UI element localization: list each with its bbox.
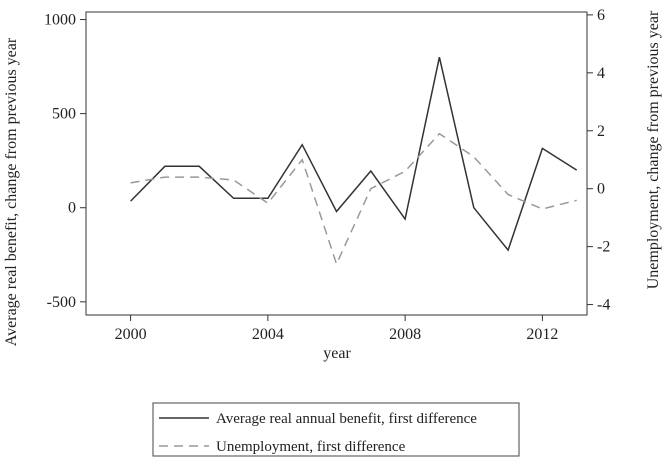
y-left-tick-label: 1000 bbox=[44, 12, 76, 29]
unemployment-point-2001 bbox=[163, 175, 167, 179]
benefit-point-2012 bbox=[540, 146, 544, 150]
y-left-tick-label: 500 bbox=[52, 106, 76, 123]
unemployment-point-2003 bbox=[232, 178, 236, 182]
legend-label-unemployment: Unemployment, first difference bbox=[216, 439, 406, 455]
benefit-point-2006 bbox=[335, 209, 339, 213]
y-left-tick-label: -500 bbox=[47, 294, 76, 311]
plot-frame bbox=[85, 11, 588, 316]
unemployment-point-2009 bbox=[437, 132, 441, 136]
unemployment-point-2011 bbox=[506, 192, 510, 196]
y-right-tick-label: -4 bbox=[597, 297, 610, 314]
benefit-point-2003 bbox=[232, 196, 236, 200]
legend: Average real annual benefit, first diffe… bbox=[152, 402, 520, 457]
x-tick-label: 2000 bbox=[115, 326, 147, 343]
unemployment-point-2013 bbox=[575, 198, 579, 202]
series-line-benefit bbox=[130, 57, 578, 252]
unemployment-point-2004 bbox=[266, 201, 270, 205]
y-right-tick-label: 0 bbox=[597, 181, 605, 198]
legend-box bbox=[152, 402, 520, 457]
legend-label-benefit: Average real annual benefit, first diffe… bbox=[216, 411, 477, 427]
y-left-tick-label: 0 bbox=[68, 200, 76, 217]
y-right-tick-label: 6 bbox=[597, 7, 605, 24]
benefit-point-2009 bbox=[437, 55, 441, 59]
benefit-point-2011 bbox=[506, 248, 510, 252]
y-right-tick-label: 2 bbox=[597, 123, 605, 140]
benefit-point-2008 bbox=[403, 217, 407, 221]
unemployment-point-2006 bbox=[335, 262, 339, 266]
x-axis-title: year bbox=[323, 345, 351, 362]
unemployment-point-2010 bbox=[472, 155, 476, 159]
benefit-point-2007 bbox=[369, 169, 373, 173]
benefit-point-2002 bbox=[197, 164, 201, 168]
x-tick-label: 2004 bbox=[252, 326, 284, 343]
unemployment-point-2000 bbox=[129, 181, 133, 185]
unemployment-point-2002 bbox=[197, 175, 201, 179]
y-axis-right-title: Unemployment, change from previous year bbox=[645, 10, 662, 289]
x-tick-label: 2008 bbox=[389, 326, 421, 343]
unemployment-point-2005 bbox=[300, 158, 304, 162]
y-right-tick-label: -2 bbox=[597, 239, 610, 256]
benefit-point-2001 bbox=[163, 164, 167, 168]
x-tick-label: 2012 bbox=[526, 326, 558, 343]
series-line-unemployment bbox=[130, 132, 577, 267]
unemployment-point-2007 bbox=[369, 187, 373, 191]
y-axis-left-title: Average real benefit, change from previo… bbox=[3, 37, 20, 346]
y-right-tick-label: 4 bbox=[597, 65, 605, 82]
benefit-point-2004 bbox=[266, 196, 270, 200]
benefit-point-2000 bbox=[129, 199, 133, 203]
benefit-point-2013 bbox=[575, 168, 579, 172]
unemployment-point-2008 bbox=[403, 169, 407, 173]
unemployment-point-2012 bbox=[540, 207, 544, 211]
benefit-point-2010 bbox=[472, 206, 476, 210]
benefit-point-2005 bbox=[300, 143, 304, 147]
